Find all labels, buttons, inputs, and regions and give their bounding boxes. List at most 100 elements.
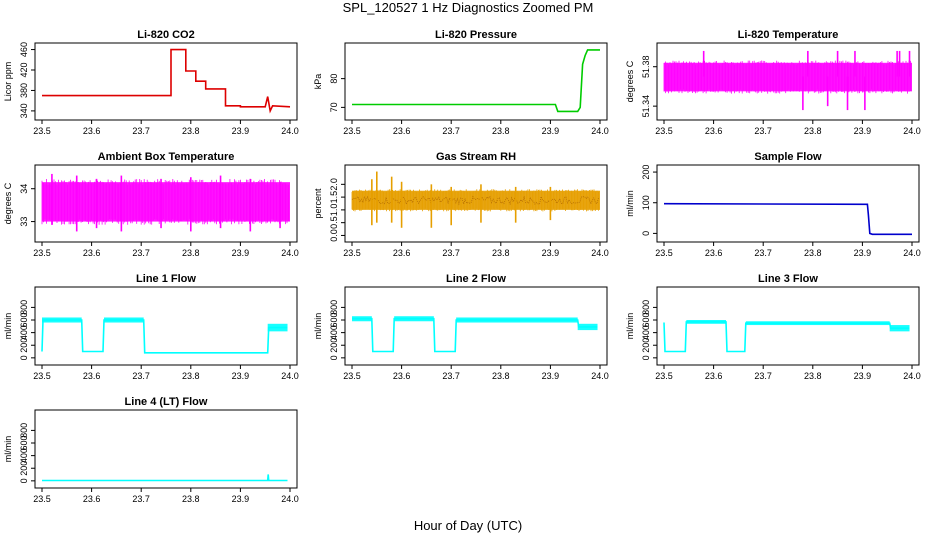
y-tick-label: 1.0 <box>329 204 339 217</box>
chart-panel-4: Ambient Box Temperature 23.5 23.6 23.7 23.8 2… <box>3 151 299 258</box>
x-tick-label: 23.6 <box>393 126 411 136</box>
y-tick-label: 800 <box>19 300 29 315</box>
data-series-line <box>352 49 600 113</box>
y-tick-label: 400 <box>19 448 29 463</box>
plot-frame <box>344 164 608 243</box>
x-tick-label: 23.8 <box>182 248 200 258</box>
y-tick-label: 600 <box>641 312 651 327</box>
y-axis-label: ml/min <box>313 313 323 340</box>
x-tick-label: 23.6 <box>83 126 101 136</box>
y-tick-label: 200 <box>641 338 651 353</box>
y-axis-label: ml/min <box>3 436 13 463</box>
x-tick-label: 23.9 <box>232 494 250 504</box>
y-axis-label: Licor ppm <box>3 62 13 102</box>
y-tick-label: 460 <box>19 42 29 57</box>
chart-title: Gas Stream RH <box>436 151 516 163</box>
plot-frame <box>344 286 608 366</box>
x-tick-label: 23.7 <box>132 494 150 504</box>
x-tick-label: 23.6 <box>705 126 723 136</box>
y-tick-label: 380 <box>19 83 29 98</box>
chart-panel-2: Li-820 Pressure 23.5 23.6 23.7 23.8 23.9 24.0 7… <box>313 29 609 136</box>
x-tick-label: 23.6 <box>83 248 101 258</box>
y-tick-label: 0.0 <box>329 229 339 242</box>
x-tick-label: 23.5 <box>33 248 51 258</box>
chart-title: Li-820 Temperature <box>738 29 839 41</box>
y-axis-label: ml/min <box>625 190 635 217</box>
plot-frame <box>656 286 920 366</box>
x-tick-label: 23.5 <box>343 126 361 136</box>
y-tick-label: 80 <box>329 74 339 84</box>
x-tick-label: 24.0 <box>903 248 921 258</box>
x-tick-label: 23.6 <box>83 371 101 381</box>
y-tick-label: 200 <box>19 338 29 353</box>
chart-panel-5: Gas Stream RH 23.5 23.6 23.7 23.8 23.9 24.0 0.0… <box>313 151 609 258</box>
chart-title: Line 2 Flow <box>446 273 506 285</box>
chart-title: Line 4 (LT) Flow <box>125 396 208 408</box>
x-tick-label: 23.9 <box>854 371 872 381</box>
y-tick-label: 51.38 <box>641 55 651 78</box>
x-tick-label: 23.5 <box>655 126 673 136</box>
data-series-line <box>352 317 598 353</box>
y-tick-label: 400 <box>329 325 339 340</box>
y-tick-label: 800 <box>641 300 651 315</box>
data-band <box>42 182 290 222</box>
x-tick-label: 24.0 <box>903 126 921 136</box>
x-tick-label: 24.0 <box>281 126 299 136</box>
y-axis-label: ml/min <box>3 313 13 340</box>
y-tick-label: 51.34 <box>641 95 651 118</box>
y-tick-label: 800 <box>19 423 29 438</box>
x-tick-label: 23.7 <box>132 371 150 381</box>
chart-panel-10: Line 4 (LT) Flow 23.5 23.6 23.7 23.8 23.9 24.0… <box>3 396 299 504</box>
x-tick-label: 23.8 <box>182 371 200 381</box>
chart-title: Ambient Box Temperature <box>98 151 235 163</box>
x-tick-label: 23.8 <box>804 371 822 381</box>
y-tick-label: 600 <box>19 312 29 327</box>
figure-x-axis-label: Hour of Day (UTC) <box>413 518 523 533</box>
y-axis-label: degrees C <box>625 60 635 102</box>
x-tick-label: 23.8 <box>804 126 822 136</box>
x-tick-label: 23.5 <box>343 248 361 258</box>
x-tick-label: 24.0 <box>281 371 299 381</box>
x-tick-label: 23.8 <box>804 248 822 258</box>
x-tick-label: 23.6 <box>705 248 723 258</box>
chart-panel-7: Line 1 Flow 23.5 23.6 23.7 23.8 23.9 24.0 0 2004… <box>3 273 299 381</box>
plot-frame <box>34 164 298 243</box>
data-trace <box>351 195 599 206</box>
chart-panel-9: Line 3 Flow 23.5 23.6 23.7 23.8 23.9 24.0 0 2004… <box>625 273 921 381</box>
x-tick-label: 23.5 <box>33 126 51 136</box>
y-tick-label: 800 <box>329 300 339 315</box>
data-band <box>664 62 912 92</box>
y-axis-label: percent <box>313 188 323 219</box>
y-tick-label: 0 <box>19 355 29 360</box>
x-tick-label: 23.9 <box>542 248 560 258</box>
x-tick-label: 23.6 <box>705 371 723 381</box>
plot-frame <box>656 164 920 243</box>
x-tick-label: 23.5 <box>33 494 51 504</box>
y-tick-label: 340 <box>19 103 29 118</box>
chart-title: Li-820 Pressure <box>435 29 517 41</box>
x-tick-label: 24.0 <box>281 248 299 258</box>
y-tick-label: 1.5 <box>329 191 339 204</box>
x-tick-label: 23.6 <box>393 248 411 258</box>
x-tick-label: 23.9 <box>542 126 560 136</box>
plot-frame <box>34 42 298 121</box>
y-axis-label: degrees C <box>3 182 13 224</box>
x-tick-label: 23.9 <box>232 248 250 258</box>
x-tick-label: 23.9 <box>542 371 560 381</box>
x-tick-label: 23.7 <box>442 126 460 136</box>
x-tick-label: 23.7 <box>442 248 460 258</box>
chart-panel-3: Li-820 Temperature 23.5 23.6 23.7 23.8 23.9 24… <box>625 29 921 136</box>
x-tick-label: 23.6 <box>393 371 411 381</box>
x-tick-label: 23.8 <box>492 248 510 258</box>
x-tick-label: 24.0 <box>591 126 609 136</box>
y-tick-label: 200 <box>641 165 651 180</box>
y-tick-label: 70 <box>329 102 339 112</box>
x-tick-label: 23.8 <box>182 126 200 136</box>
x-tick-label: 23.5 <box>655 371 673 381</box>
y-tick-label: 0 <box>641 355 651 360</box>
x-tick-label: 23.7 <box>132 248 150 258</box>
x-tick-label: 23.6 <box>83 494 101 504</box>
x-tick-label: 23.9 <box>232 126 250 136</box>
